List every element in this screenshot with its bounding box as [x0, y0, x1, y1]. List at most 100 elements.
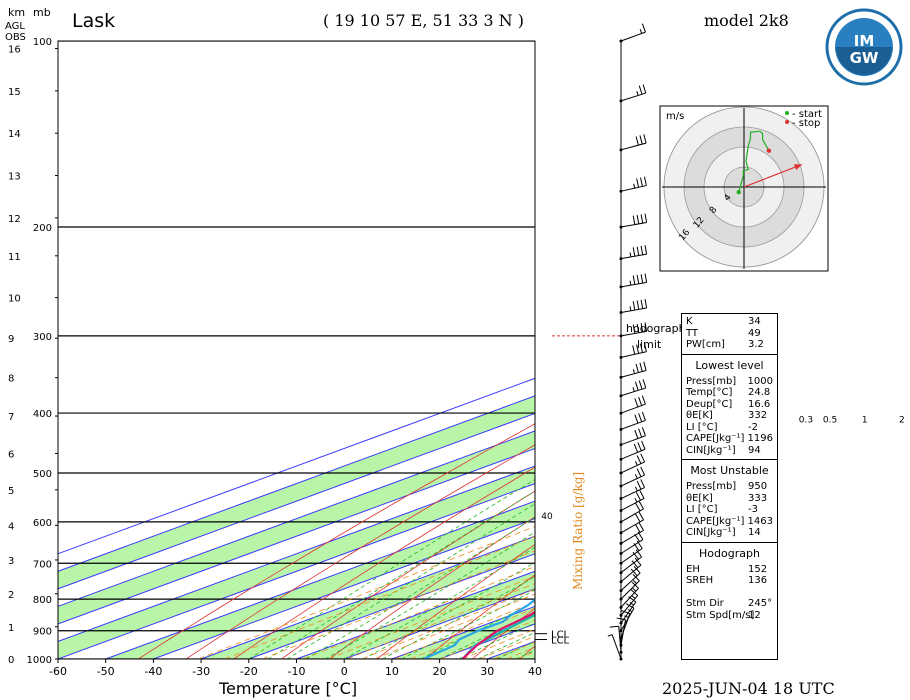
wind-barb-feather	[616, 617, 626, 621]
wind-barb-staff	[620, 185, 647, 192]
wind-barb-staff	[620, 619, 627, 646]
panel-row: LI [°C] -3	[686, 504, 773, 516]
panel-row: Press[mb] 950	[686, 481, 773, 493]
wind-barb-feather	[637, 531, 644, 540]
panel-row-value: -2	[748, 421, 758, 433]
wind-barb-feather	[640, 479, 646, 488]
wind-barb-staff	[620, 31, 646, 42]
panel-row-key: Stm Spd[m/s]	[686, 609, 755, 621]
moist-adiabat	[344, 546, 535, 659]
pressure-tick-label: 500	[33, 469, 52, 480]
mb-unit-label: mb	[33, 6, 51, 19]
dry-adiabat	[233, 466, 535, 659]
wind-barb	[619, 500, 644, 524]
panel-row-key: Temp[°C]	[686, 387, 733, 398]
moist-adiabat	[286, 503, 535, 659]
wind-barb-feather	[640, 453, 646, 463]
x-tick-label: 0	[341, 665, 348, 678]
wind-barb	[619, 245, 648, 261]
imgw-logo: IM GW	[825, 8, 903, 86]
wind-barb-staff	[620, 461, 645, 474]
dry-adiabat	[902, 41, 910, 659]
wind-barb-staff	[620, 142, 647, 151]
panel-row-key: CIN[Jkg⁻¹]	[686, 444, 736, 456]
wind-barb-feather	[644, 273, 648, 283]
wind-barb-feather	[640, 177, 643, 187]
wind-barb-feather	[632, 345, 636, 355]
wind-barb	[619, 490, 645, 512]
panel-row: θE[K] 332	[686, 410, 773, 422]
wind-barb-feather	[635, 502, 641, 512]
panel-row: CIN[Jkg⁻¹] 94	[686, 445, 773, 457]
dry-adiabat	[472, 607, 535, 659]
panel-row-key: PW[cm]	[686, 339, 725, 350]
plot-profiles	[422, 598, 535, 659]
obs-label: OBS	[5, 32, 26, 43]
x-tick-label: 40	[528, 665, 542, 678]
height-tick-label: 7	[8, 412, 14, 423]
wind-barb-feather	[609, 625, 619, 628]
wind-barb-half-feather	[629, 280, 632, 286]
panel-row-value: 49	[748, 327, 761, 339]
height-tick-label: 12	[8, 214, 21, 225]
isotherm-line	[58, 430, 535, 607]
hodograph-ring-label: 8	[708, 205, 720, 216]
height-tick-label: 14	[8, 129, 21, 140]
hodograph-trace	[738, 130, 770, 193]
panel-row-key: LI [°C]	[686, 421, 718, 433]
wind-barb-feather	[633, 443, 639, 453]
wind-barb-feather	[643, 361, 647, 371]
hodograph-stop-point	[766, 148, 772, 153]
panel-row-key: Deup[°C]	[686, 398, 733, 410]
wind-barb	[619, 574, 640, 601]
wind-barb-half-feather	[634, 461, 638, 466]
wind-barb-feather	[635, 136, 639, 146]
wind-barb-staff	[620, 519, 644, 534]
hodograph-stop-label: - stop	[792, 118, 820, 129]
panel-row-key: CAPE[Jkg⁻¹]	[686, 515, 745, 527]
height-tick-label: 16	[8, 45, 21, 56]
panel-row: Stm Spd[m/s] 12	[686, 610, 773, 622]
panel-row-key: CIN[Jkg⁻¹]	[686, 527, 736, 538]
wind-barb-feather	[638, 396, 643, 406]
wind-barb-staff	[620, 435, 646, 446]
wind-barb-staff	[620, 498, 645, 511]
wind-barb	[619, 84, 647, 103]
panel-row: TT 49	[686, 328, 773, 340]
wind-barb-feather	[634, 533, 640, 542]
mixing-ratio-line	[303, 565, 535, 659]
panel-row-key: Press[mb]	[686, 481, 737, 492]
wind-barb-feather	[641, 23, 646, 33]
wind-barb	[619, 466, 646, 488]
x-tick-label: 20	[433, 665, 447, 678]
wind-barb-feather	[637, 442, 642, 451]
isotherm-band	[487, 641, 535, 659]
wind-barb-feather	[644, 245, 648, 255]
panel-row: EH 152	[686, 564, 773, 576]
pressure-tick-label: 900	[33, 627, 52, 638]
panel-row-value: 245°	[748, 598, 773, 609]
wind-barb-feather	[640, 466, 646, 476]
wind-barb-staff	[620, 92, 646, 102]
panel-row-value: 14	[748, 527, 761, 538]
storm-motion-arrowhead	[794, 164, 802, 170]
height-tick-label: 2	[8, 590, 14, 601]
isotherm-line	[58, 483, 535, 659]
plot-guide-lines	[58, 41, 910, 659]
mixing-ratio-tick-label: 0.3	[799, 416, 813, 426]
wind-barb-feather	[621, 610, 631, 615]
panel-row-value: 950	[748, 481, 768, 492]
wind-barb	[619, 531, 644, 556]
lowest-level-section: Lowest level Press[mb] 1000 Temp[°C] 24.8 De…	[682, 355, 777, 460]
wind-barb-feather	[631, 581, 639, 589]
dry-adiabat	[854, 41, 910, 659]
panel-row-value: 16.6	[748, 398, 771, 410]
panel-row-value: 1000	[747, 375, 773, 387]
indices-panel: K 34 TT 49 PW[cm] 3.2 Lowest level Press[mb] 1…	[681, 313, 778, 660]
height-tick-label: 8	[8, 374, 14, 385]
wind-barb-feather	[638, 380, 643, 390]
height-tick-label: 11	[8, 252, 21, 263]
panel-row	[686, 587, 773, 599]
mixing-ratio-tick-label: 0.5	[823, 416, 837, 426]
